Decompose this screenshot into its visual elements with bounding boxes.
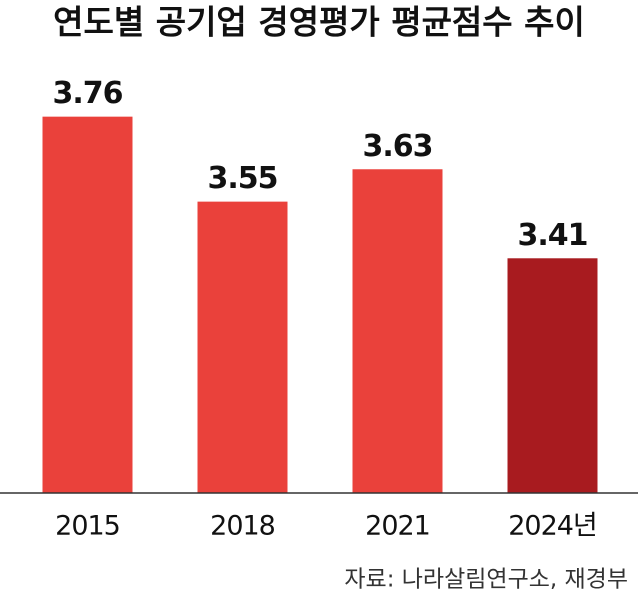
value-label: 3.55 bbox=[207, 161, 277, 196]
bar bbox=[352, 169, 443, 493]
value-label: 3.76 bbox=[52, 76, 122, 111]
bar bbox=[42, 116, 133, 493]
x-tick-label: 2015 bbox=[55, 511, 120, 542]
source: 자료: 나라살림연구소, 재경부 bbox=[344, 567, 628, 593]
bar bbox=[197, 201, 288, 494]
bar bbox=[507, 258, 598, 493]
x-tick-label: 2018 bbox=[210, 511, 275, 542]
x-tick-label: 2021 bbox=[365, 511, 430, 542]
x-tick-label: 2024년 bbox=[508, 511, 597, 542]
value-label: 3.63 bbox=[362, 129, 432, 164]
chart-title: 연도별 공기업 경영평가 평균점수 추이 bbox=[53, 3, 585, 42]
value-label: 3.41 bbox=[517, 218, 587, 253]
